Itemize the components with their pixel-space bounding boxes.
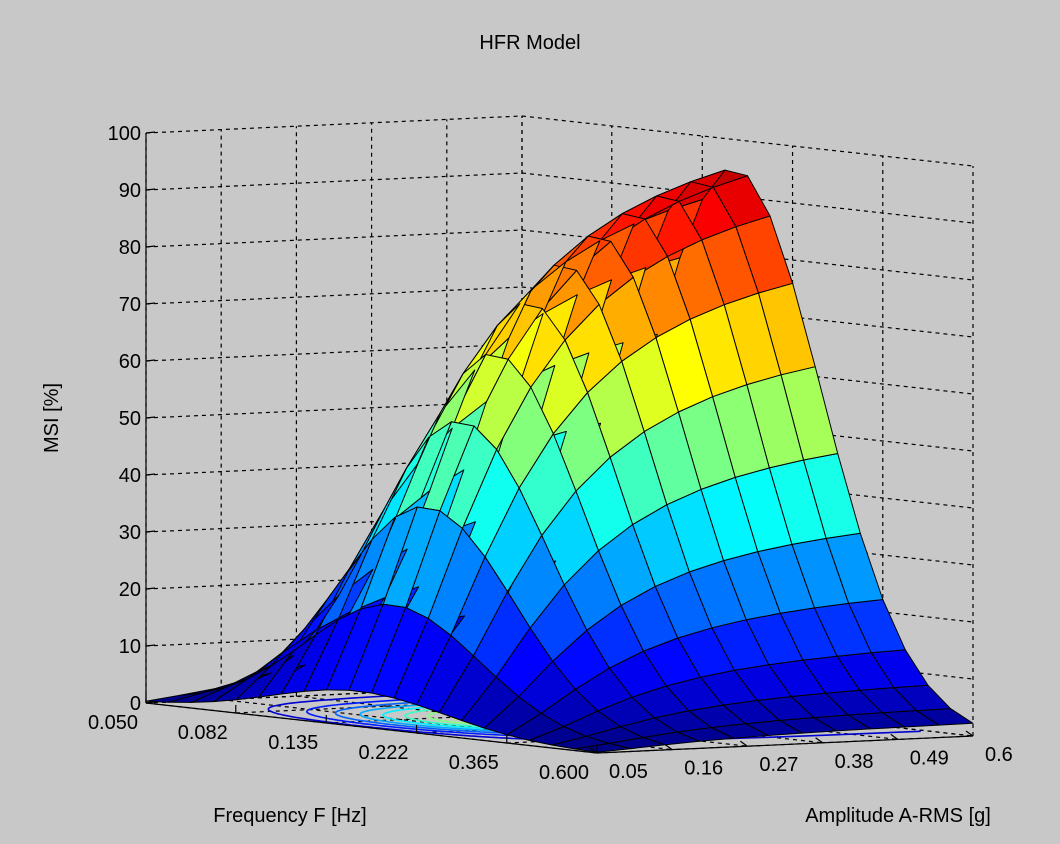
- msi-surface-mesh: [145, 169, 974, 753]
- z-tick-mark: [145, 131, 156, 134]
- side-wall-z-gridline: [145, 172, 523, 191]
- z-axis-label: MSI [%]: [41, 383, 63, 453]
- z-tick-label: 90: [119, 180, 141, 202]
- z-tick-mark: [145, 302, 156, 305]
- z-tick-label: 50: [119, 408, 141, 430]
- z-tick-mark: [145, 530, 156, 533]
- a-tick-mark: [664, 744, 673, 751]
- z-tick-mark: [145, 359, 156, 362]
- surface-cell: [145, 692, 204, 703]
- side-wall-z-gridline: [145, 286, 523, 305]
- z-tick-label: 60: [119, 351, 141, 373]
- f-tick-label: 0.600: [539, 762, 589, 784]
- f-axis-line: [145, 702, 598, 754]
- side-wall-z-gridline: [145, 343, 523, 362]
- a-tick-label: 0.05: [609, 761, 648, 783]
- f-tick-label: 0.222: [358, 742, 408, 764]
- z-tick-label: 10: [119, 636, 141, 658]
- f-tick-label: 0.135: [268, 732, 318, 754]
- a-tick-label: 0.6: [985, 744, 1013, 766]
- z-tick-mark: [145, 473, 156, 476]
- z-tick-mark: [145, 188, 156, 191]
- f-tick-label: 0.050: [88, 712, 138, 734]
- side-wall-z-gridline: [145, 229, 523, 248]
- y-axis-label: Amplitude A-RMS [g]: [805, 805, 991, 827]
- z-tick-label: 70: [119, 294, 141, 316]
- z-tick-mark: [145, 701, 156, 704]
- a-tick-label: 0.16: [684, 758, 723, 780]
- z-tick-mark: [145, 245, 156, 248]
- z-tick-mark: [145, 416, 156, 419]
- a-tick-label: 0.49: [910, 747, 949, 769]
- f-tick-label: 0.365: [449, 752, 499, 774]
- z-tick-label: 20: [119, 579, 141, 601]
- x-axis-label: Frequency F [Hz]: [213, 805, 366, 827]
- side-wall-z-gridline: [145, 115, 523, 134]
- a-axis-line: [596, 735, 974, 754]
- a-tick-label: 0.38: [835, 751, 874, 773]
- axis-ticks: 0 10 20 30 40 50 60 70 80 90 100 0.050 0.082 0.135 0.2…: [88, 123, 1013, 784]
- z-tick-label: 100: [108, 123, 141, 145]
- z-tick-mark: [145, 644, 156, 647]
- z-tick-mark: [145, 587, 156, 590]
- chart-title: HFR Model: [479, 32, 580, 54]
- a-tick-label: 0.27: [759, 754, 798, 776]
- z-tick-label: 40: [119, 465, 141, 487]
- z-tick-label: 30: [119, 522, 141, 544]
- z-tick-label: 0: [130, 693, 141, 715]
- a-tick-mark: [740, 740, 748, 747]
- f-tick-label: 0.082: [178, 722, 228, 744]
- a-tick-mark: [965, 730, 974, 737]
- a-tick-mark: [890, 733, 899, 740]
- a-tick-mark: [589, 747, 598, 754]
- back-wall-z-gridline: [521, 115, 974, 167]
- a-tick-mark: [815, 737, 823, 744]
- z-tick-label: 80: [119, 237, 141, 259]
